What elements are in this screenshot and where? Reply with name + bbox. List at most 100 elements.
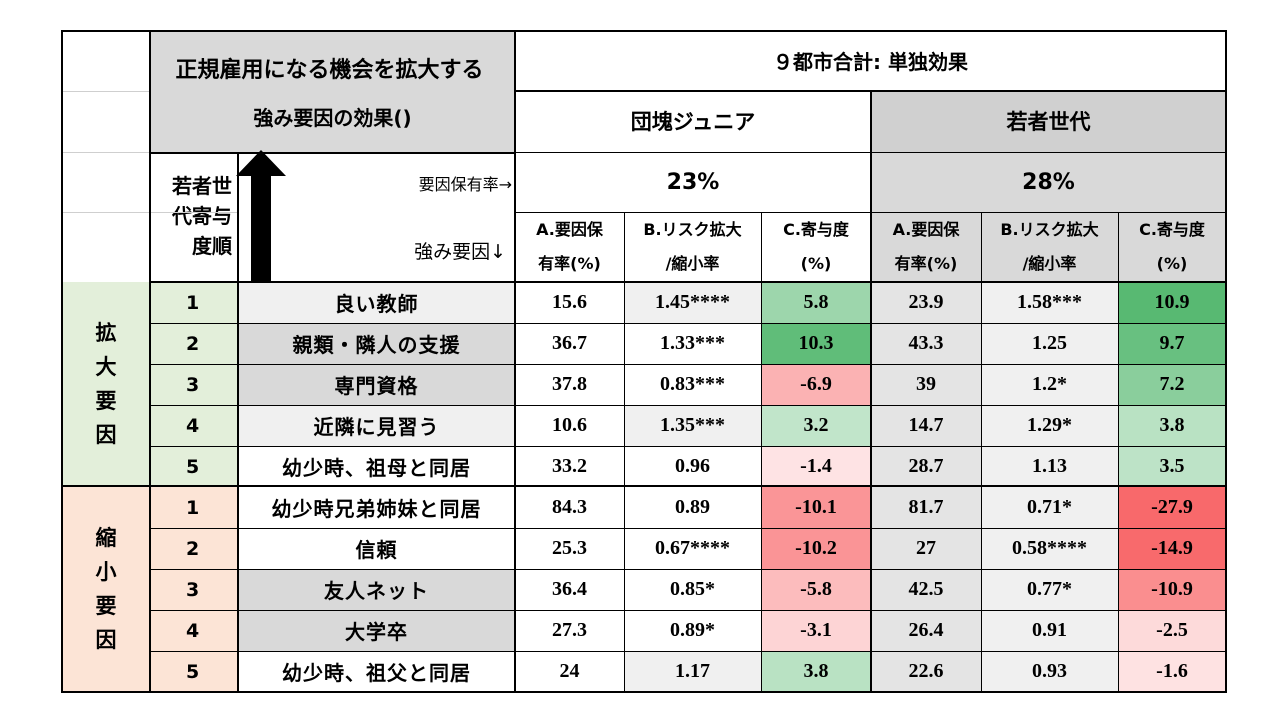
rank-cell: 4 [150,405,238,446]
g2-a-value: 26.4 [871,610,981,651]
g1-a-value: 25.3 [515,528,624,569]
rank-cell: 5 [150,651,238,692]
g1-c-value: 5.8 [761,282,871,323]
factor-cell: 幼少時、祖母と同居 [238,446,515,487]
rank-cell: 3 [150,569,238,610]
expand-label-char-2: 大 [95,355,117,379]
grid-line [150,446,1226,447]
factor-cell: 良い教師 [238,282,515,323]
g2-b-value: 0.77* [981,569,1118,610]
g2-col-a-header-line-2: 有率(%) [894,254,958,273]
grid-line [62,485,1226,487]
g1-a-value: 36.7 [515,323,624,364]
g2-b-value: 1.29* [981,405,1118,446]
grid-line [515,212,1226,213]
grid-line [150,405,1226,406]
g1-b-value: 1.33*** [624,323,761,364]
g2-c-value: 9.7 [1118,323,1226,364]
g1-c-value: -5.8 [761,569,871,610]
g1-a-value: 24 [515,651,624,692]
grid-line [150,528,1226,529]
shrink-factors-label: 縮 小 要 因 [62,486,150,692]
g1-c-value: -3.1 [761,610,871,651]
g2-c-value: -1.6 [1118,651,1226,692]
g2-a-value: 28.7 [871,446,981,487]
g2-col-a-header: A.要因保 有率(%) [871,212,981,282]
rank-label-line-1: 若者世 [172,174,232,198]
g2-c-value: -10.9 [1118,569,1226,610]
rank-order-label: 若者世 代寄与 度順 [150,152,238,280]
g2-col-b-header-line-2: /縮小率 [1022,254,1077,273]
rank-cell: 1 [150,282,238,323]
g2-a-value: 43.3 [871,323,981,364]
shrink-label-char-3: 要 [95,594,117,618]
rank-cell: 1 [150,487,238,528]
g2-a-value: 27 [871,528,981,569]
factor-cell: 信頼 [238,528,515,569]
g2-b-value: 1.25 [981,323,1118,364]
group2-heading: 若者世代 [871,90,1226,152]
g2-c-value: -2.5 [1118,610,1226,651]
grid-line [870,90,872,693]
g1-col-b-header-line-2: /縮小率 [665,254,720,273]
g1-col-b-header-line-1: B.リスク拡大 [643,220,742,239]
grid-line [624,212,625,692]
g1-b-value: 0.83*** [624,364,761,405]
grid-line [237,152,239,693]
grid-line [150,651,1226,652]
rank-label-line-3: 度順 [192,234,232,258]
main-heading: ９都市合計: 単独効果 [773,50,968,74]
grid-line [150,364,1226,365]
shrink-label-char-1: 縮 [95,526,117,550]
factor-cell: 大学卒 [238,610,515,651]
border-left [61,30,63,693]
g2-c-value: 3.8 [1118,405,1226,446]
rank-cell: 5 [150,446,238,487]
g1-a-value: 36.4 [515,569,624,610]
g1-a-value: 33.2 [515,446,624,487]
grid-line [515,90,1226,92]
g2-c-value: -14.9 [1118,528,1226,569]
rank-label-line-2: 代寄与 [172,204,232,228]
g2-col-c-header: C.寄与度 (%) [1118,212,1226,282]
shrink-label-char-4: 因 [95,628,117,652]
g1-c-value: -6.9 [761,364,871,405]
rank-cell: 3 [150,364,238,405]
rank-cell: 2 [150,528,238,569]
g2-c-value: 10.9 [1118,282,1226,323]
title-line-2: 強み要因の効果() [253,106,412,130]
g1-c-value: 10.3 [761,323,871,364]
g2-a-value: 14.7 [871,405,981,446]
g1-col-a-header: A.要因保有率(%) [515,212,624,282]
g1-a-value: 84.3 [515,487,624,528]
g1-col-b-header: B.リスク拡大/縮小率 [624,212,761,282]
g2-a-value: 81.7 [871,487,981,528]
g2-a-value: 42.5 [871,569,981,610]
g2-col-b-header: B.リスク拡大/縮小率 [981,212,1118,282]
g1-a-value: 27.3 [515,610,624,651]
g1-b-value: 0.89 [624,487,761,528]
g2-b-value: 1.2* [981,364,1118,405]
g1-col-a-header-line-1: A.要因保 [536,220,603,239]
border-bottom [61,691,1227,693]
g1-col-c-header: C.寄与度 (%) [761,212,871,282]
g1-c-value: 3.8 [761,651,871,692]
g1-b-value: 0.89* [624,610,761,651]
group2-rate: 28% [871,152,1226,212]
grid-line [515,152,1226,153]
g1-b-value: 0.96 [624,446,761,487]
g1-a-value: 37.8 [515,364,624,405]
g1-col-a-header-line-2: 有率(%) [538,254,601,273]
grid-line [514,30,516,693]
g1-c-value: -1.4 [761,446,871,487]
factor-cell: 親類・隣人の支援 [238,323,515,364]
expand-label-char-4: 因 [95,423,117,447]
factor-label: 強み要因↓ [414,240,506,263]
g1-c-value: 3.2 [761,405,871,446]
up-arrow-icon [236,150,286,282]
grid-line [149,30,151,693]
g1-b-value: 0.85* [624,569,761,610]
g2-b-value: 0.71* [981,487,1118,528]
g2-c-value: -27.9 [1118,487,1226,528]
factor-cell: 友人ネット [238,569,515,610]
